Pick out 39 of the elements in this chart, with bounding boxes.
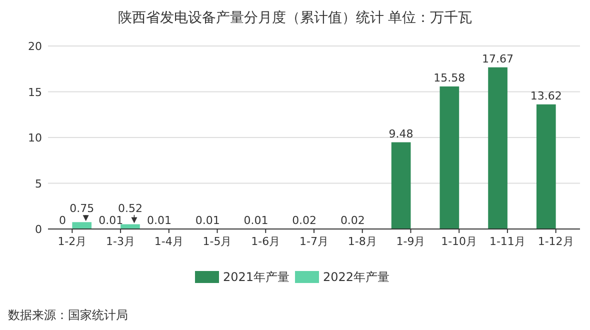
y-tick-label: 10 <box>28 132 42 144</box>
x-tick-label: 1-11月 <box>489 235 526 248</box>
x-tick-label: 1-10月 <box>441 235 478 248</box>
bar <box>72 222 92 229</box>
data-label: 0.02 <box>292 214 317 227</box>
data-label: 0.01 <box>244 214 268 227</box>
bar <box>120 224 140 229</box>
y-tick-label: 20 <box>28 40 42 53</box>
data-label: 13.62 <box>530 89 562 102</box>
x-tick-label: 1-2月 <box>58 235 87 248</box>
data-label: 9.48 <box>388 127 414 140</box>
x-tick-label: 1-6月 <box>251 235 280 248</box>
legend-label: 2021年产量 <box>223 270 290 284</box>
x-tick-label: 1-8月 <box>348 235 377 248</box>
data-label: 0 <box>59 214 66 227</box>
y-tick-label: 15 <box>28 86 42 99</box>
x-tick-label: 1-7月 <box>300 235 328 248</box>
data-label: 0.75 <box>70 202 94 215</box>
data-label: 0.01 <box>146 214 172 227</box>
data-label: 0.02 <box>340 214 365 227</box>
x-tick-label: 1-4月 <box>154 235 184 248</box>
x-tick-label: 1-9月 <box>396 235 426 248</box>
legend-label: 2022年产量 <box>323 270 390 284</box>
data-label: 0.52 <box>118 202 142 215</box>
bar <box>536 104 556 229</box>
x-tick-label: 1-3月 <box>106 235 136 248</box>
data-label: 17.67 <box>482 52 514 66</box>
bar <box>440 86 460 229</box>
bar <box>488 67 508 229</box>
x-tick-label: 1-5月 <box>202 235 232 248</box>
data-label: 15.58 <box>434 71 466 84</box>
data-label: 0.01 <box>98 214 124 227</box>
y-tick-label: 0 <box>35 223 42 236</box>
source-note: 数据来源：国家统计局 <box>8 308 128 322</box>
chart-title: 陕西省发电设备产量分月度（累计值）统计 单位：万千瓦 <box>118 10 472 26</box>
x-tick-label: 1-12月 <box>538 235 574 248</box>
data-label: 0.01 <box>195 214 220 227</box>
y-tick-label: 5 <box>35 177 42 190</box>
bar <box>391 142 411 229</box>
